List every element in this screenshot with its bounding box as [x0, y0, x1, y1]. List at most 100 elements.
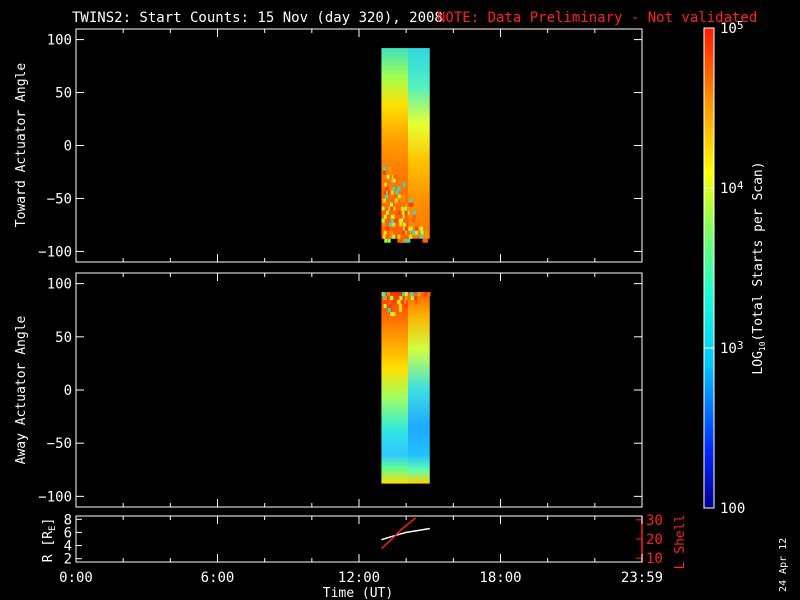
y2-tick-label: 30 [646, 513, 663, 529]
heatmap-noise-cell [406, 210, 410, 215]
x-tick-label: 12:00 [338, 570, 380, 586]
heatmap-noise-cell [393, 174, 397, 179]
heatmap-noise-cell [421, 292, 425, 297]
heatmap-noise-cell [392, 222, 396, 227]
heatmap-noise-cell [387, 308, 391, 313]
heatmap-noise-cell [383, 190, 387, 195]
toward-angle-panel: −100 −50 0 50 100 [38, 28, 643, 263]
y-tick-label: 0 [64, 383, 72, 399]
y-tick-label: 6 [64, 525, 72, 541]
heatmap-noise-cell [410, 202, 414, 207]
heatmap-noise-cell [394, 178, 398, 183]
heatmap-noise-cell [388, 166, 392, 171]
heatmap-noise-cell [407, 238, 411, 243]
heatmap-noise-cell [392, 234, 396, 239]
y-tick-label: 8 [64, 512, 72, 528]
y-tick-label: 100 [47, 33, 72, 49]
y-tick-label: −50 [47, 191, 72, 207]
heatmap-block-right [407, 292, 430, 484]
heatmap-noise-cell [400, 238, 404, 243]
heatmap-noise-cell [388, 206, 392, 211]
heatmap-noise-cell [385, 210, 389, 215]
heatmap-noise-cell [381, 206, 385, 211]
heatmap-noise-cell [409, 234, 413, 239]
heatmap-noise-cell [404, 210, 408, 215]
heatmap-noise-cell [401, 300, 405, 305]
heatmap-noise-cell [422, 238, 426, 243]
preliminary-note: NOTE: Data Preliminary - Not validated [437, 10, 757, 26]
heatmap-noise-cell [385, 304, 389, 309]
heatmap-noise-cell [387, 218, 391, 223]
heatmap-noise-cell [384, 296, 388, 301]
heatmap-noise-cell [400, 206, 404, 211]
heatmap-noise-cell [397, 300, 401, 305]
y2-tick-label: 20 [646, 532, 663, 548]
plot-frame [75, 28, 643, 263]
heatmap-noise-cell [382, 292, 386, 297]
heatmap-noise-cell [402, 210, 406, 215]
heatmap-noise-cell [414, 230, 418, 235]
heatmap-noise-cell [385, 190, 389, 195]
heatmap-noise-cell [383, 214, 387, 219]
heatmap-noise-cell [424, 230, 428, 235]
heatmap-noise-cell [408, 202, 412, 207]
heatmap-noise-cell [385, 194, 389, 199]
y-tick-label: −100 [38, 489, 72, 505]
heatmap-noise-cell [395, 190, 399, 195]
r-series-line [381, 527, 430, 541]
colorbar-tick-label: 100 [720, 501, 745, 517]
heatmap-noise-cell [402, 230, 406, 235]
heatmap-noise-cell [399, 296, 403, 301]
l-shell-series-line [380, 517, 417, 550]
colorbar: 105 104 103 100 LOG10(Total Starts per Scan… [703, 19, 767, 517]
heatmap-noise-cell [390, 206, 394, 211]
heatmap-noise-cell [392, 312, 396, 317]
heatmap-noise-cell [420, 234, 423, 239]
heatmap-noise-cell [390, 312, 394, 317]
heatmap-noise-cell [403, 230, 407, 235]
heatmap-noise-cell [388, 300, 392, 305]
x-tick-label: 6:00 [201, 570, 235, 586]
heatmap-noise-cell [412, 214, 416, 219]
heatmap-noise-cell [384, 238, 388, 243]
colorbar-tick-label: 103 [720, 339, 743, 357]
heatmap-noise-cell [392, 206, 396, 211]
heatmap-noise-cell [388, 170, 392, 175]
heatmap-noise-cell [404, 226, 408, 231]
heatmap-noise-cell [422, 234, 426, 239]
heatmap-noise-cell [410, 222, 414, 227]
heatmap-noise-cell [392, 186, 396, 191]
heatmap-noise-cell [397, 234, 401, 239]
heatmap-noise-cell [410, 296, 414, 301]
heatmap-noise-cell [404, 206, 408, 211]
heatmap-noise-cell [409, 198, 413, 203]
y-tick-label: 50 [55, 86, 72, 102]
heatmap-noise-cell [387, 238, 391, 243]
heatmap-noise-cell [390, 230, 394, 235]
heatmap-noise-cell [382, 210, 386, 215]
heatmap-noise-cell [382, 222, 386, 227]
heatmap-noise-cell [405, 218, 409, 223]
heatmap-noise-cell [387, 214, 391, 219]
heatmap-noise-cell [386, 226, 390, 231]
heatmap-noise-cell [408, 226, 412, 231]
heatmap-noise-cell [393, 194, 397, 199]
y-tick-label: 50 [55, 330, 72, 346]
heatmap-noise-cell [382, 170, 386, 175]
y-tick-label: 2 [64, 552, 72, 568]
heatmap-noise-cell [383, 308, 386, 313]
heatmap-noise-cell [404, 202, 408, 207]
heatmap-noise-cell [397, 186, 401, 191]
heatmap-noise-cell [404, 292, 408, 297]
heatmap-noise-cell [390, 218, 394, 223]
heatmap-block-right [407, 48, 430, 239]
heatmap-noise-cell [381, 218, 385, 223]
heatmap-noise-cell [419, 226, 423, 231]
l-shell-ylabel: L Shell [673, 515, 688, 570]
heatmap-noise-cell [401, 214, 405, 219]
heatmap-noise-cell [383, 304, 387, 309]
heatmap-noise-cell [400, 226, 404, 231]
date-stamp: 24 Apr 12 [778, 538, 789, 592]
